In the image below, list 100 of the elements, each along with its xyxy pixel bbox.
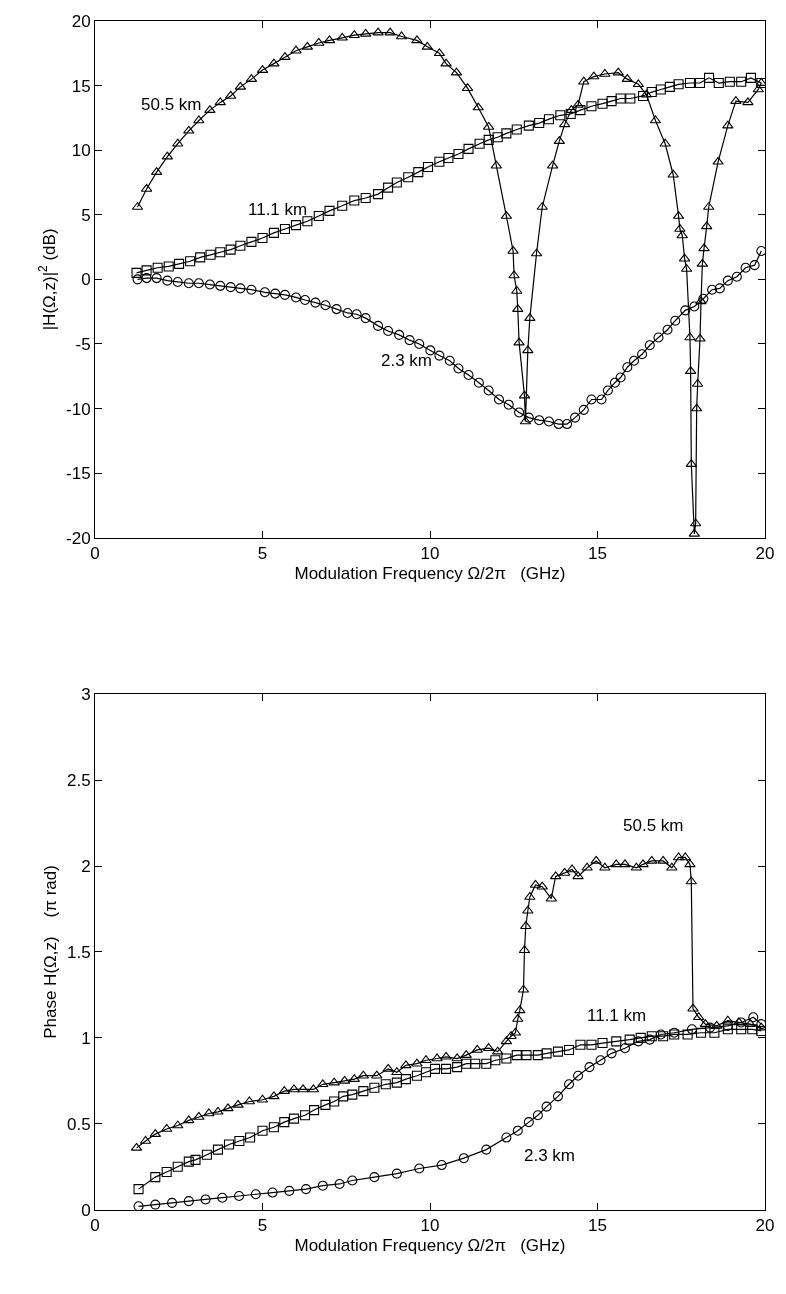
y-tick-label: 2 <box>81 857 91 877</box>
point <box>563 1079 575 1090</box>
y-tick-label: 5 <box>81 205 91 225</box>
point <box>284 1185 295 1196</box>
point <box>268 1122 279 1133</box>
point <box>747 1024 758 1035</box>
point <box>452 1062 463 1073</box>
y-tick-label: 20 <box>71 11 91 31</box>
point <box>512 1125 523 1136</box>
point <box>686 1024 698 1035</box>
point <box>411 1070 422 1081</box>
point <box>279 1117 290 1128</box>
point <box>334 1178 345 1190</box>
point <box>490 1055 501 1066</box>
y-tick-label: 0 <box>81 270 91 290</box>
series-label: 2.3 km <box>381 351 433 370</box>
point <box>358 1086 369 1097</box>
point <box>301 1184 312 1195</box>
x-tick-label: 10 <box>420 1216 440 1236</box>
x-tick-label: 10 <box>420 544 440 564</box>
point <box>541 1101 552 1112</box>
point <box>309 1105 320 1116</box>
point <box>420 1067 432 1078</box>
point <box>722 1020 733 1031</box>
point <box>458 1153 469 1164</box>
x-tick-label: 20 <box>755 544 775 564</box>
point <box>167 1197 178 1208</box>
point <box>347 1175 358 1186</box>
point <box>461 1058 472 1069</box>
point <box>501 1132 512 1143</box>
point <box>521 1050 532 1061</box>
point <box>523 1117 534 1128</box>
point <box>584 1062 595 1073</box>
point <box>436 1160 447 1171</box>
point <box>200 1194 211 1205</box>
point <box>532 1110 543 1121</box>
y-tick-label: -10 <box>66 399 91 419</box>
point <box>441 1063 452 1074</box>
point <box>552 1091 564 1102</box>
point <box>150 1199 161 1210</box>
y-tick-label: 10 <box>71 141 91 161</box>
series-label: 11.1 km <box>587 1006 647 1025</box>
point <box>161 1166 172 1177</box>
point <box>709 1027 720 1038</box>
point <box>414 1163 425 1174</box>
point <box>234 1190 245 1202</box>
point <box>267 1187 278 1198</box>
y-tick-label: -20 <box>66 528 91 548</box>
x-tick-label: 15 <box>588 544 607 564</box>
point <box>606 1048 617 1059</box>
point <box>748 1012 759 1023</box>
point <box>563 1044 575 1055</box>
series-label: 2.3 km <box>524 1146 576 1165</box>
point <box>234 1135 245 1147</box>
series-label: 50.5 km <box>141 95 202 114</box>
point <box>150 1172 161 1183</box>
point <box>380 1079 391 1090</box>
point <box>212 1144 223 1155</box>
point <box>250 1189 261 1200</box>
x-tick-label: 5 <box>257 544 268 564</box>
y-tick-label: 1.5 <box>66 942 91 962</box>
point <box>756 1019 765 1030</box>
point <box>329 1096 340 1107</box>
y-tick-label: 2.5 <box>66 771 91 791</box>
point <box>223 1139 235 1150</box>
point <box>624 1034 635 1045</box>
point <box>573 1070 584 1081</box>
point <box>429 1063 441 1074</box>
point <box>635 1032 646 1043</box>
point <box>552 1046 564 1057</box>
x-tick-label: 5 <box>257 1216 268 1236</box>
x-axis-title: Modulation Frequency Ω/2π (GHz) <box>294 563 566 583</box>
point <box>736 1024 747 1035</box>
y-tick-label: 0 <box>81 1200 91 1220</box>
x-axis-title: Modulation Frequency Ω/2π (GHz) <box>294 1235 566 1255</box>
point <box>391 1168 402 1179</box>
point <box>183 1156 194 1167</box>
y-tick-label: 1 <box>81 1028 91 1048</box>
point <box>172 1161 183 1172</box>
point <box>183 1196 194 1207</box>
point <box>695 1027 707 1038</box>
series-label: 50.5 km <box>623 816 684 835</box>
y-tick-label: 15 <box>71 76 91 96</box>
point <box>611 1036 622 1047</box>
point <box>338 1091 349 1102</box>
point <box>369 1172 380 1183</box>
point <box>257 1125 268 1136</box>
point <box>391 1077 402 1088</box>
point <box>619 1043 631 1054</box>
point <box>511 1050 522 1061</box>
point <box>501 1053 512 1064</box>
point <box>633 1036 644 1047</box>
point <box>300 1110 311 1121</box>
point <box>320 1099 331 1110</box>
point <box>722 1024 733 1035</box>
point <box>705 1022 716 1033</box>
point <box>575 1039 586 1050</box>
series-label: 11.1 km <box>248 200 308 219</box>
point <box>201 1149 212 1160</box>
y-tick-label: 0.5 <box>66 1114 91 1134</box>
